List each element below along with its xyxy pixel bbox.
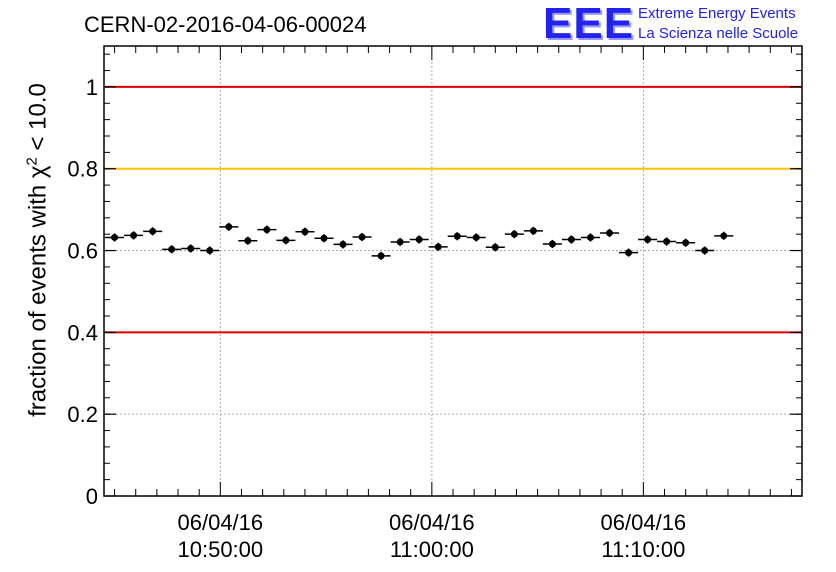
data-point xyxy=(130,231,138,239)
y-tick-label: 0 xyxy=(86,484,98,509)
data-point xyxy=(396,238,404,246)
x-tick-label-time: 11:00:00 xyxy=(390,537,474,562)
eee-logo-mark: EEE xyxy=(543,0,635,48)
data-point xyxy=(606,229,614,237)
y-tick-label: 0.2 xyxy=(67,402,98,427)
data-point xyxy=(644,236,652,243)
data-point xyxy=(301,228,309,236)
y-tick-label: 0.8 xyxy=(67,157,98,182)
data-point xyxy=(320,234,328,242)
eee-logo: EEE Extreme Energy Events La Scienza nel… xyxy=(543,2,833,46)
logo-text-line2: La Scienza nelle Scuole xyxy=(638,25,799,42)
data-point xyxy=(282,236,290,244)
data-point xyxy=(168,245,176,253)
x-tick-label-date: 06/04/16 xyxy=(178,510,264,535)
data-point xyxy=(682,239,690,247)
x-tick-label-time: 10:50:00 xyxy=(178,537,264,562)
data-point xyxy=(548,240,556,248)
data-point xyxy=(225,223,233,231)
data-point xyxy=(472,233,480,241)
data-point xyxy=(206,247,214,255)
y-tick-label: 0.6 xyxy=(67,239,98,264)
data-point xyxy=(244,237,252,245)
data-point xyxy=(720,232,728,240)
data-point xyxy=(263,226,271,234)
chart-title: CERN-02-2016-04-06-00024 xyxy=(84,12,367,37)
y-axis-label-prefix: fraction of events with χ xyxy=(24,165,52,417)
data-point xyxy=(625,249,633,257)
data-point xyxy=(701,247,709,255)
data-point xyxy=(586,233,594,241)
y-axis-label-sup: 2 xyxy=(23,157,41,166)
data-point xyxy=(529,227,537,235)
data-point xyxy=(149,227,157,235)
data-point xyxy=(510,230,518,238)
data-point xyxy=(453,232,461,240)
y-tick-label: 0.4 xyxy=(67,320,98,345)
data-point xyxy=(377,252,385,260)
y-tick-label: 1 xyxy=(86,75,98,100)
y-axis-label: fraction of events with χ2 < 10.0 xyxy=(24,83,53,417)
x-tick-label-date: 06/04/16 xyxy=(389,510,475,535)
logo-text-line1: Extreme Energy Events xyxy=(638,5,796,22)
data-point xyxy=(187,245,195,252)
data-point xyxy=(358,233,366,241)
x-tick-label-date: 06/04/16 xyxy=(601,510,687,535)
data-point xyxy=(491,243,499,251)
plot-frame xyxy=(103,45,803,497)
data-point xyxy=(567,236,575,243)
data-point xyxy=(663,238,671,246)
x-tick-label-time: 11:10:00 xyxy=(601,537,685,562)
data-point xyxy=(434,243,442,251)
y-axis-label-suffix: < 10.0 xyxy=(24,83,52,158)
data-point xyxy=(415,236,423,243)
data-point xyxy=(339,240,347,248)
data-point xyxy=(111,233,119,241)
